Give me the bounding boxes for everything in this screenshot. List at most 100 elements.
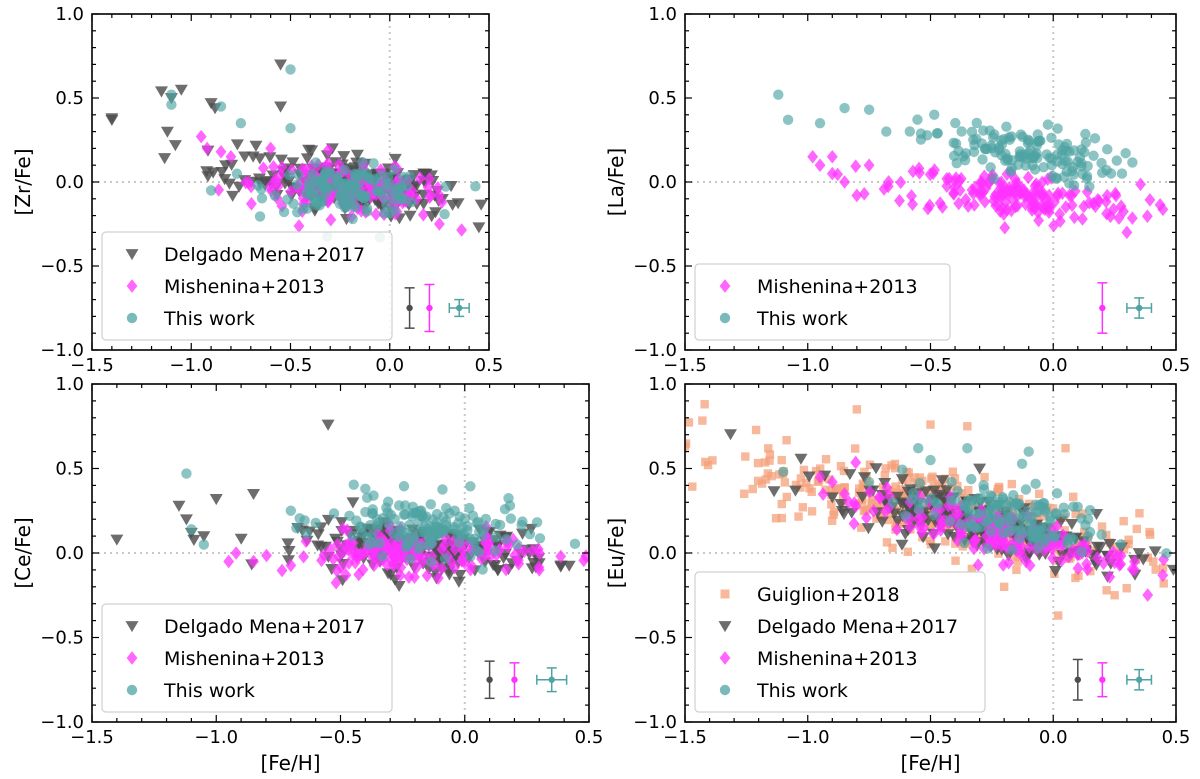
data-point xyxy=(948,137,959,149)
data-point xyxy=(1119,545,1129,554)
data-point xyxy=(1093,194,1105,208)
data-point xyxy=(925,493,936,504)
data-point xyxy=(817,487,829,501)
data-point xyxy=(927,474,936,483)
data-point xyxy=(843,495,855,509)
data-point xyxy=(1071,509,1080,519)
data-point xyxy=(872,502,881,512)
data-point xyxy=(269,172,281,187)
data-point xyxy=(480,513,491,525)
data-point xyxy=(935,475,949,487)
data-point xyxy=(294,513,305,524)
y-tick-label: 0.5 xyxy=(55,88,84,109)
data-point xyxy=(335,560,347,575)
data-point xyxy=(1091,551,1103,565)
data-point xyxy=(499,504,511,515)
data-point xyxy=(782,436,791,445)
data-point xyxy=(1158,563,1168,573)
data-point xyxy=(794,453,808,465)
data-point xyxy=(318,541,332,553)
data-point xyxy=(391,182,403,193)
data-point xyxy=(913,443,924,454)
data-point xyxy=(323,166,335,178)
data-point xyxy=(322,195,334,209)
data-point xyxy=(201,141,213,156)
data-point xyxy=(1046,153,1058,165)
data-point xyxy=(397,171,409,183)
data-point xyxy=(328,508,340,519)
data-point xyxy=(999,221,1011,235)
data-point xyxy=(1144,193,1156,207)
data-point xyxy=(421,568,433,583)
data-point xyxy=(424,172,435,186)
data-point xyxy=(1068,210,1080,225)
x-tick-label: −1.5 xyxy=(70,355,114,376)
data-point xyxy=(937,200,948,214)
data-point xyxy=(398,194,410,205)
data-point xyxy=(417,207,429,222)
data-point xyxy=(878,182,890,196)
y-tick-label: 1.0 xyxy=(648,374,677,395)
data-point xyxy=(1060,156,1071,167)
data-point xyxy=(351,547,363,562)
data-point xyxy=(994,484,1004,493)
data-point xyxy=(257,161,269,175)
data-point xyxy=(389,164,400,175)
data-point xyxy=(914,166,925,180)
data-point xyxy=(433,188,445,202)
x-tick-label: −0.5 xyxy=(319,727,363,748)
legend-marker-thiswork xyxy=(719,684,731,696)
data-point xyxy=(1084,504,1096,516)
data-point xyxy=(1022,170,1034,185)
error-bar-marker xyxy=(1135,676,1143,683)
data-point xyxy=(534,533,546,544)
data-point xyxy=(832,167,844,182)
legend: Guiglion+2018 Delgado Mena+2017 Mishenina+… xyxy=(694,571,986,713)
data-point xyxy=(904,468,913,477)
error-bar-marker xyxy=(511,676,518,683)
data-point xyxy=(453,569,467,581)
data-point xyxy=(377,550,388,562)
data-point xyxy=(941,179,953,193)
data-point xyxy=(327,552,339,566)
data-point xyxy=(285,64,296,75)
data-point xyxy=(278,178,292,190)
data-point xyxy=(826,475,838,489)
data-point xyxy=(1061,444,1070,453)
data-point xyxy=(293,219,305,233)
data-point xyxy=(1104,570,1116,584)
data-point xyxy=(1023,446,1034,457)
data-point xyxy=(154,86,168,98)
data-point xyxy=(322,143,334,157)
data-point xyxy=(904,126,916,137)
data-point xyxy=(1036,522,1047,533)
error-bars xyxy=(484,660,568,700)
data-point xyxy=(225,150,237,164)
data-point xyxy=(978,125,989,136)
data-point xyxy=(355,521,366,532)
data-point xyxy=(179,514,193,526)
data-point xyxy=(230,139,244,151)
data-point xyxy=(1149,557,1158,566)
data-point xyxy=(999,582,1009,591)
data-point xyxy=(373,517,384,529)
data-point xyxy=(533,563,545,577)
x-tick-label: 0.5 xyxy=(475,355,504,376)
error-bar-marker xyxy=(1099,676,1106,683)
data-point xyxy=(1161,548,1172,559)
data-point xyxy=(281,555,295,567)
data-point xyxy=(225,159,239,171)
data-point xyxy=(915,128,927,139)
data-point xyxy=(1011,189,1023,203)
data-point xyxy=(285,123,296,134)
data-point xyxy=(413,543,424,555)
y-axis-label: [Ce/Fe] xyxy=(11,517,35,588)
data-point xyxy=(968,134,979,145)
data-point xyxy=(310,157,322,168)
data-point xyxy=(1102,586,1111,595)
data-point xyxy=(963,507,974,519)
data-point xyxy=(285,184,297,199)
data-point xyxy=(235,118,247,129)
data-point xyxy=(995,539,1007,553)
data-point xyxy=(491,565,505,577)
